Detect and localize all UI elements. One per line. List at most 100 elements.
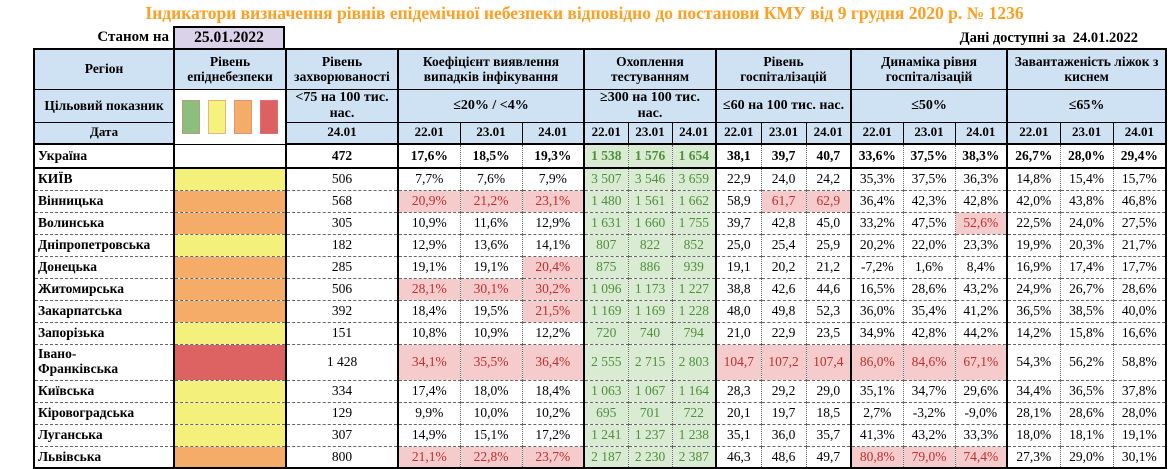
value-cell: 1 241 <box>583 423 628 447</box>
value-cell: 36,4% <box>850 189 904 213</box>
value-cell: 1 227 <box>671 277 716 301</box>
value-cell: 33,6% <box>850 143 904 170</box>
value-cell: 1 428 <box>285 343 398 381</box>
level-cell <box>173 189 286 213</box>
value-cell: 10,8% <box>397 321 460 345</box>
value-cell: 14,9% <box>397 423 460 447</box>
value-cell: 45,0 <box>805 211 852 235</box>
table-row: Івано- Франківська 1 428 34,1% 35,5% 36,4% 2 … <box>34 343 1167 381</box>
value-cell: 20,2% <box>850 233 904 257</box>
legend-swatch-3 <box>260 99 278 134</box>
value-cell: 36,4% <box>521 343 584 381</box>
value-cell: 38,3% <box>954 143 1008 170</box>
value-cell: 40,0% <box>1112 299 1167 323</box>
header-group-testing: Охоплення тестуванням <box>583 48 717 90</box>
date-header: 22.01 <box>397 121 461 146</box>
threshold-beds: ≤65% <box>1006 88 1167 123</box>
value-cell: 49,8 <box>760 299 806 323</box>
value-cell: 42,8% <box>902 321 956 345</box>
region-name: Україна <box>34 143 174 170</box>
value-cell: 15,1% <box>459 423 522 447</box>
date-header: 22.01 <box>583 121 629 146</box>
value-cell: 38,1 <box>715 143 761 170</box>
value-cell: 35,1 <box>715 423 761 447</box>
value-cell: 47,5% <box>902 211 956 235</box>
value-cell: 18,0% <box>1006 423 1061 447</box>
level-legend <box>173 88 287 145</box>
value-cell: 24,0% <box>1059 211 1114 235</box>
value-cell: 740 <box>627 321 672 345</box>
level-cell <box>173 321 286 345</box>
value-cell: 42,8% <box>954 189 1008 213</box>
value-cell: 19,1% <box>397 255 460 279</box>
value-cell: 28,0% <box>1112 401 1167 425</box>
value-cell: 7,7% <box>397 167 460 191</box>
table-row: КИЇВ 506 7,7% 7,6% 7,9% 3 507 3 546 3 659 22,9 24… <box>34 167 1167 191</box>
value-cell: 34,7% <box>902 379 956 403</box>
value-cell: 38,5% <box>1059 299 1114 323</box>
value-cell: 1 238 <box>671 423 716 447</box>
value-cell: 29,2 <box>760 379 806 403</box>
value-cell: 48,0 <box>715 299 761 323</box>
table-body: Україна 472 17,6% 18,5% 19,3% 1 538 1 576 1 654… <box>34 143 1167 469</box>
date-header: 22.01 <box>850 121 904 146</box>
value-cell: 12,9% <box>397 233 460 257</box>
value-cell: 28,0% <box>1059 143 1114 170</box>
value-cell: 2 803 <box>671 343 716 381</box>
level-cell <box>173 423 286 447</box>
value-cell: 34,4% <box>1006 379 1061 403</box>
date-header: 24.01 <box>521 121 585 146</box>
value-cell: 722 <box>671 401 716 425</box>
value-cell: 27,3% <box>1006 445 1061 469</box>
value-cell: 9,9% <box>397 401 460 425</box>
value-cell: 17,6% <box>397 143 460 170</box>
value-cell: 58,8% <box>1112 343 1167 381</box>
value-cell: 1 561 <box>627 189 672 213</box>
value-cell: 506 <box>285 277 398 301</box>
page-title: Індикатори визначення рівнів епідемічної… <box>145 3 1024 23</box>
subheader: Станом на 25.01.2022 Дані доступні за 24… <box>33 24 1166 50</box>
value-cell: 807 <box>583 233 628 257</box>
value-cell: 37,5% <box>902 167 956 191</box>
value-cell: 14,8% <box>1006 167 1061 191</box>
value-cell: 35,3% <box>850 167 904 191</box>
value-cell: 875 <box>583 255 628 279</box>
value-cell: -7,2% <box>850 255 904 279</box>
value-cell: 822 <box>627 233 672 257</box>
value-cell: 1 631 <box>583 211 628 235</box>
level-cell <box>173 255 286 279</box>
value-cell: 1 237 <box>627 423 672 447</box>
value-cell: 46,8% <box>1112 189 1167 213</box>
date-header: 24.01 <box>805 121 852 146</box>
date-header: 23.01 <box>459 121 523 146</box>
region-name: Кіровоградська <box>34 401 174 425</box>
value-cell: 38,8 <box>715 277 761 301</box>
value-cell: 40,7 <box>805 143 852 170</box>
value-cell: 129 <box>285 401 398 425</box>
value-cell: 19,1% <box>1112 423 1167 447</box>
level-cell <box>173 343 286 381</box>
value-cell: 19,1% <box>459 255 522 279</box>
date-header: 24.01 <box>285 121 399 146</box>
value-cell: 20,1 <box>715 401 761 425</box>
level-cell <box>173 167 286 191</box>
value-cell: 16,9% <box>1006 255 1061 279</box>
header-target-label: Цільовий показник <box>33 88 175 123</box>
value-cell: 21,2 <box>805 255 852 279</box>
value-cell: 305 <box>285 211 398 235</box>
value-cell: 67,1% <box>954 343 1008 381</box>
value-cell: 15,4% <box>1059 167 1114 191</box>
value-cell: 22,9 <box>715 167 761 191</box>
value-cell: 23,5 <box>805 321 852 345</box>
value-cell: 1 662 <box>671 189 716 213</box>
value-cell: 48,6 <box>760 445 806 469</box>
value-cell: 1 755 <box>671 211 716 235</box>
region-name: Вінницька <box>34 189 174 213</box>
value-cell: 46,3 <box>715 445 761 469</box>
value-cell: 34,9% <box>850 321 904 345</box>
value-cell: 35,1% <box>850 379 904 403</box>
value-cell: 104,7 <box>715 343 761 381</box>
region-name: Волинська <box>34 211 174 235</box>
date-header: 23.01 <box>627 121 673 146</box>
value-cell: 29,6% <box>954 379 1008 403</box>
